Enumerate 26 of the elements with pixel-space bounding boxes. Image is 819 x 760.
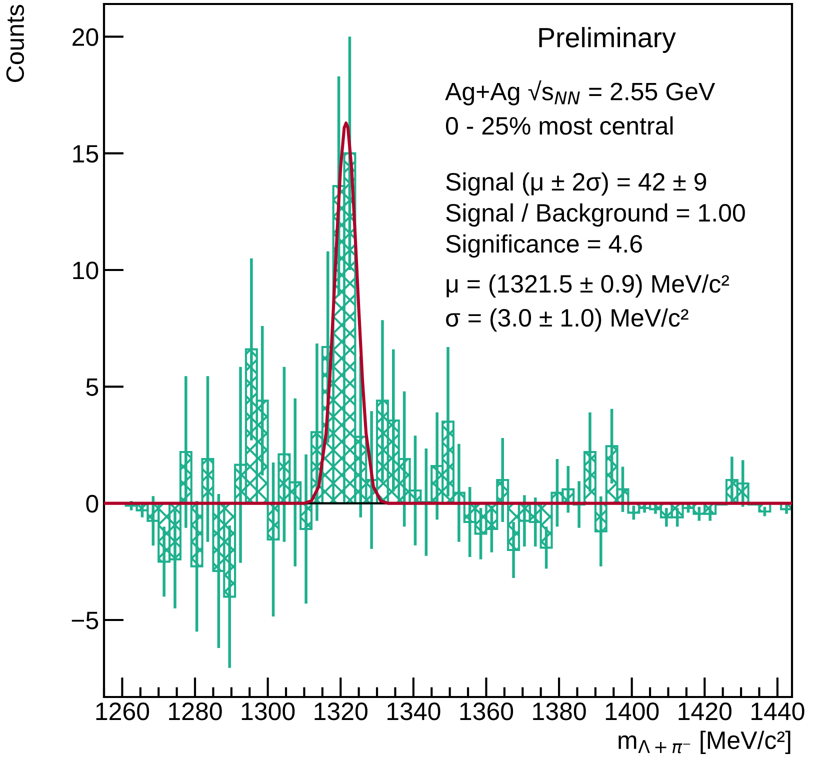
x-tick-label: 1380 xyxy=(533,702,586,720)
y-tick-label: 0 xyxy=(86,494,98,513)
annotation: μ = (1321.5 ± 0.9) MeV/c² xyxy=(446,274,730,298)
annotation: σ = (3.0 ± 1.0) MeV/c² xyxy=(446,308,688,332)
annotation: Preliminary xyxy=(539,27,676,53)
y-tick-label: 15 xyxy=(73,145,98,163)
annotation: 0 - 25% most central xyxy=(446,116,673,135)
y-tick-label: 20 xyxy=(72,28,98,46)
annotation: Signal / Background = 1.00 xyxy=(446,203,745,227)
y-tick-label: 10 xyxy=(73,262,98,280)
annotation: Signal (μ ± 2σ) = 42 ± 9 xyxy=(446,172,706,196)
annotation: Ag+Ag √s$_{NN}$ = 2.55 GeV xyxy=(445,80,716,106)
x-tick-label: 1400 xyxy=(606,702,659,720)
y-axis-title: Counts xyxy=(6,4,24,82)
x-tick-label: 1420 xyxy=(678,702,732,720)
annotation: Significance = 4.6 xyxy=(446,234,642,258)
x-tick-label: 1320 xyxy=(314,702,368,720)
x-tick-label: 1340 xyxy=(388,702,440,720)
x-tick-label: 1440 xyxy=(752,702,804,720)
x-tick-label: 1280 xyxy=(169,702,222,720)
y-tick-label: −5 xyxy=(72,612,98,630)
x-axis-title: m$_{Λ+π⁻}$ [MeV/c²] xyxy=(618,730,790,754)
x-tick-label: 1300 xyxy=(242,702,295,720)
y-tick-label: 5 xyxy=(86,378,98,396)
x-tick-label: 1260 xyxy=(96,702,150,720)
x-tick-label: 1360 xyxy=(460,702,514,720)
